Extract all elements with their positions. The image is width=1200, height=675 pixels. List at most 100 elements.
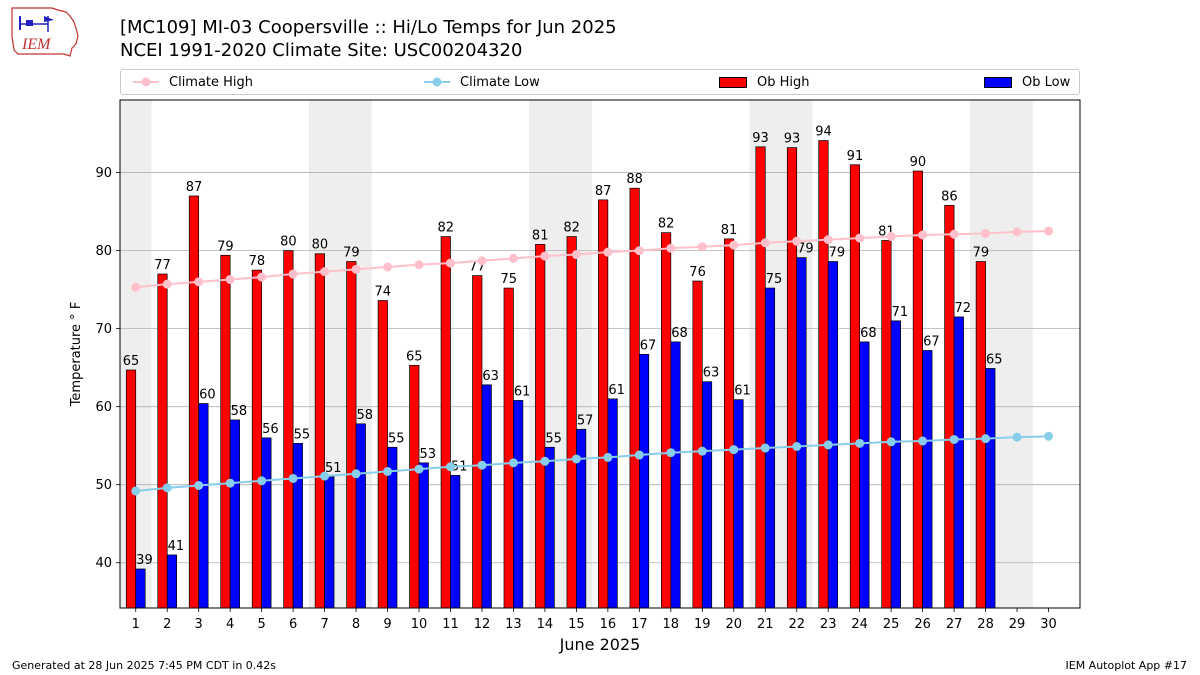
y-tick-label: 80 — [95, 244, 112, 259]
plot-frame — [119, 99, 1081, 609]
footer-generated-text: Generated at 28 Jun 2025 7:45 PM CDT in … — [12, 659, 277, 672]
ob-low-value-label: 57 — [577, 413, 594, 428]
x-tick-label: 9 — [383, 617, 391, 632]
y-tick-label: 50 — [95, 478, 112, 493]
x-tick-label: 18 — [663, 617, 680, 632]
ob-low-value-label: 55 — [545, 431, 562, 446]
y-tick-label: 60 — [95, 400, 112, 415]
ob-high-value-label: 82 — [437, 221, 454, 236]
climate-low-line — [135, 435, 1049, 492]
ob-high-bar — [661, 232, 672, 609]
ob-low-value-label: 67 — [640, 338, 657, 353]
ob-high-bar — [157, 273, 168, 609]
climate-low-point — [949, 434, 959, 444]
x-tick-label: 14 — [537, 617, 554, 632]
ob-high-bar — [723, 238, 735, 609]
ob-high-bar — [566, 236, 577, 609]
climate-high-point — [351, 264, 361, 274]
ob-high-swatch-icon — [719, 76, 747, 88]
climate-high-point — [634, 246, 644, 256]
climate-high-point — [697, 242, 707, 252]
x-tick-label: 15 — [568, 617, 585, 632]
ob-low-bar — [261, 437, 272, 609]
ob-high-value-label: 86 — [941, 189, 958, 204]
x-tick-label: 28 — [977, 617, 994, 632]
x-tick-label: 19 — [694, 617, 711, 632]
ob-high-bar — [818, 140, 829, 609]
climate-high-point — [981, 228, 991, 238]
ob-high-value-label: 78 — [249, 254, 266, 269]
climate-high-point — [162, 279, 172, 289]
ob-high-bar — [472, 275, 483, 609]
ob-high-value-label: 65 — [123, 354, 140, 369]
legend-label-climate-low: Climate Low — [460, 74, 540, 90]
climate-high-point — [383, 262, 393, 272]
ob-high-value-label: 87 — [186, 180, 203, 195]
climate-low-point — [414, 464, 424, 474]
ob-high-bar — [188, 195, 200, 609]
ob-low-bar — [513, 400, 524, 609]
legend-label-ob-high: Ob High — [757, 74, 810, 90]
climate-low-point — [729, 445, 739, 455]
climate-high-point — [792, 236, 802, 246]
climate-high-point — [823, 235, 833, 245]
ob-low-bar — [733, 399, 744, 609]
ob-high-bar — [440, 236, 451, 609]
climate-low-point — [1012, 432, 1022, 442]
ob-low-bar — [544, 446, 555, 609]
climate-low-point — [634, 450, 644, 460]
ob-low-bar — [638, 354, 650, 609]
climate-high-point — [225, 274, 235, 284]
climate-low-point — [194, 480, 204, 490]
ob-low-bar — [166, 554, 178, 609]
ob-low-value-label: 60 — [199, 388, 216, 403]
climate-low-point — [257, 476, 267, 486]
ob-low-bar — [701, 381, 713, 609]
climate-high-point — [477, 256, 487, 266]
ob-low-value-label: 39 — [136, 553, 153, 568]
ob-low-bar — [859, 341, 870, 609]
ob-high-bar — [220, 254, 231, 609]
ob-low-bar — [827, 261, 838, 609]
climate-high-point — [729, 240, 739, 250]
climate-high-point — [760, 238, 770, 248]
climate-low-point — [666, 448, 676, 458]
ob-high-value-label: 90 — [910, 155, 927, 170]
ob-low-value-label: 58 — [231, 404, 248, 419]
x-tick-label: 21 — [757, 617, 774, 632]
climate-high-point — [540, 251, 550, 261]
ob-high-value-label: 79 — [973, 246, 990, 261]
x-tick-label: 22 — [788, 617, 805, 632]
y-tick-label: 40 — [95, 556, 112, 571]
x-tick-label: 17 — [631, 617, 648, 632]
ob-low-value-label: 79 — [797, 242, 814, 257]
ob-high-value-label: 81 — [721, 223, 738, 238]
climate-high-line — [135, 230, 1049, 289]
ob-high-value-label: 81 — [532, 228, 549, 243]
ob-low-value-label: 61 — [608, 383, 625, 398]
ob-high-value-label: 82 — [658, 217, 675, 232]
ob-high-bar — [692, 280, 703, 609]
ob-low-value-label: 63 — [482, 369, 499, 384]
ob-high-value-label: 91 — [847, 149, 864, 164]
climate-low-point — [383, 466, 393, 476]
ob-low-bar — [922, 350, 933, 609]
ob-low-bar — [292, 442, 303, 609]
climate-low-point — [886, 437, 896, 447]
ob-high-value-label: 88 — [626, 172, 643, 187]
climate-high-point — [1044, 226, 1054, 236]
climate-high-point — [1012, 227, 1022, 237]
ob-high-bar — [755, 146, 766, 609]
ob-low-bar — [135, 568, 146, 609]
x-tick-label: 1 — [132, 617, 140, 632]
legend-item-climate-high: Climate High — [133, 70, 253, 94]
x-tick-label: 7 — [320, 617, 328, 632]
climate-low-point — [477, 460, 487, 470]
climate-low-point — [351, 469, 361, 479]
ob-low-value-label: 56 — [262, 422, 279, 437]
ob-low-value-label: 71 — [892, 305, 909, 320]
climate-low-point — [571, 454, 581, 464]
climate-low-point — [855, 438, 865, 448]
ob-high-bar — [251, 269, 262, 609]
climate-low-line-icon — [424, 77, 450, 87]
